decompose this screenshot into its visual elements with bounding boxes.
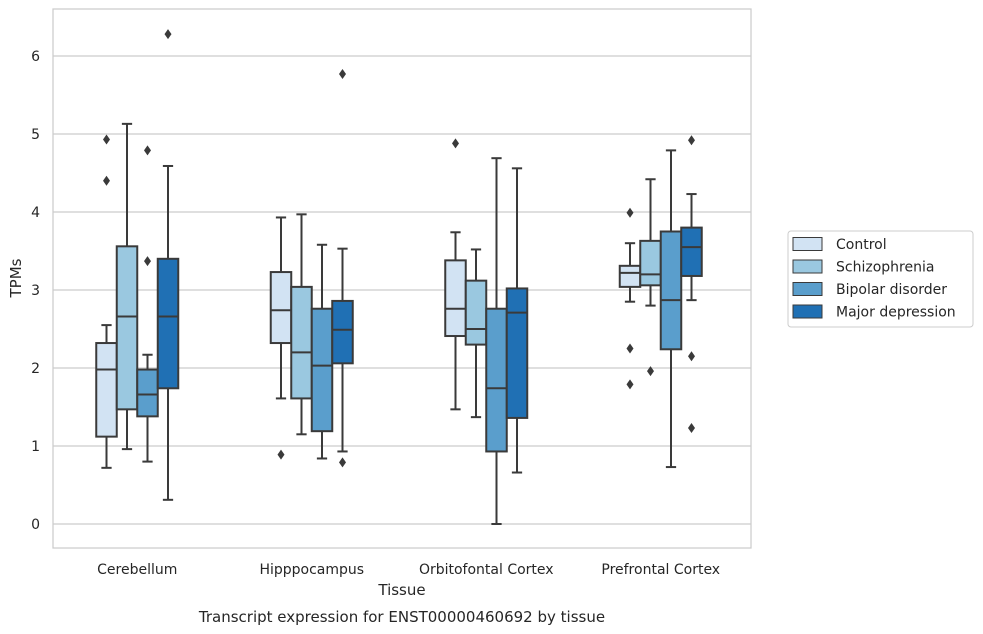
outlier-point	[164, 29, 172, 40]
outlier-point	[626, 207, 634, 218]
outlier-point	[688, 135, 695, 146]
iqr-box	[618, 264, 642, 288]
legend-swatch	[792, 237, 823, 251]
outlier-point	[103, 175, 110, 186]
x-tick-label: Prefrontal Cortex	[601, 562, 720, 578]
y-tick-label: 2	[31, 361, 40, 377]
box-bipolar-disorder	[659, 149, 683, 469]
y-tick-label: 1	[31, 439, 40, 455]
legend-frame	[787, 230, 974, 328]
iqr-box	[310, 307, 334, 433]
outlier-point	[144, 256, 151, 267]
box-bipolar-disorder	[310, 243, 334, 460]
box-bipolar-disorder	[485, 157, 508, 525]
box-schizophrenia	[290, 213, 313, 436]
x-axis-label: Tissue	[377, 581, 425, 599]
outlier-point	[647, 366, 654, 377]
outlier-point	[144, 145, 151, 156]
box-control	[269, 216, 293, 460]
y-tick-labels: 0 1 2 3 4 5 6	[31, 49, 40, 533]
iqr-box	[464, 279, 488, 346]
x-tick-label: Orbitofontal Cortex	[419, 562, 554, 578]
iqr-box	[95, 342, 118, 438]
box-schizophrenia	[464, 248, 488, 419]
iqr-box	[115, 245, 139, 411]
y-tick-label: 0	[31, 517, 40, 533]
y-tick-label: 3	[31, 283, 40, 299]
x-tick-label: Cerebellum	[97, 562, 177, 578]
iqr-box	[505, 287, 529, 419]
legend-swatch	[792, 259, 823, 274]
outlier-point	[688, 351, 695, 362]
y-tick-label: 5	[31, 127, 40, 143]
outlier-point	[626, 343, 634, 354]
box-control	[95, 134, 118, 469]
chart-caption: Transcript expression for ENST0000046069…	[198, 608, 605, 626]
iqr-box	[444, 259, 467, 338]
iqr-box	[639, 239, 662, 287]
iqr-box	[156, 257, 180, 390]
box-major-depression	[331, 68, 354, 468]
outlier-point	[339, 68, 346, 79]
iqr-box	[269, 271, 293, 345]
iqr-box	[136, 368, 159, 418]
outlier-point	[688, 423, 695, 434]
outlier-point	[626, 379, 634, 390]
box-major-depression	[680, 135, 703, 434]
outlier-point	[277, 449, 285, 460]
y-tick-label: 4	[31, 205, 40, 221]
legend-swatch	[792, 304, 823, 319]
iqr-box	[485, 307, 508, 453]
outlier-point	[103, 134, 110, 145]
x-tick-labels: Cerebellum Hipppocampus Orbitofontal Corte…	[97, 562, 720, 578]
box-bipolar-disorder	[136, 145, 159, 463]
iqr-box	[659, 230, 683, 351]
plot-frame	[52, 8, 752, 549]
box-plot-series	[95, 29, 703, 525]
outlier-point	[339, 457, 346, 468]
outlier-point	[452, 138, 459, 149]
legend-label: Schizophrenia	[836, 260, 934, 276]
legend-swatch	[792, 282, 823, 296]
box-major-depression	[156, 29, 180, 501]
box-major-depression	[505, 167, 529, 474]
box-schizophrenia	[115, 122, 139, 451]
legend-label: Major depression	[836, 305, 956, 321]
legend-label: Bipolar disorder	[836, 282, 947, 298]
legend-label: Control	[836, 237, 887, 253]
legend: Control Schizophrenia Bipolar disorder Majo…	[787, 230, 974, 328]
box-control	[444, 138, 467, 411]
iqr-box	[290, 285, 313, 400]
y-axis-label: TPMs	[7, 258, 25, 298]
iqr-box	[331, 299, 354, 365]
iqr-box	[680, 226, 703, 277]
y-tick-label: 6	[31, 49, 40, 65]
x-tick-label: Hipppocampus	[259, 562, 364, 578]
